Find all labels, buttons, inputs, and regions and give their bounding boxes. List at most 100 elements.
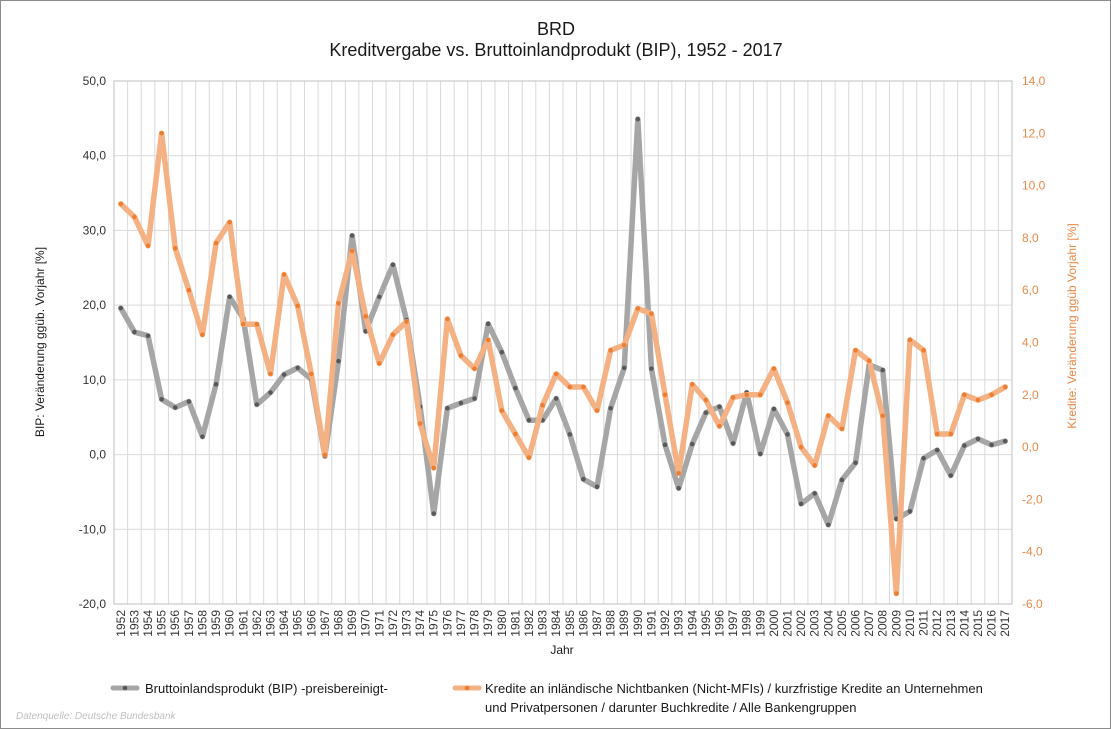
legend-item-kredit: Kredite an inländische Nichtbanken (Nich…	[452, 681, 983, 715]
data-point-kredit	[730, 395, 736, 400]
data-point-bip	[349, 233, 355, 238]
data-point-bip	[853, 460, 858, 466]
data-point-bip	[281, 372, 287, 377]
x-tick-label: 2016	[985, 610, 999, 637]
x-tick-label: 2007	[862, 610, 876, 637]
y-left-tick-label: 10,0	[83, 373, 107, 387]
data-point-kredit	[567, 384, 573, 390]
x-tick-label: 1982	[522, 610, 536, 637]
x-tick-label: 1958	[195, 610, 209, 637]
series	[118, 116, 1008, 597]
x-tick-label: 2015	[971, 610, 985, 637]
data-point-kredit	[295, 303, 300, 309]
y-right-tick-label: -2,0	[1022, 492, 1043, 506]
data-point-bip	[513, 385, 518, 391]
y-left-tick-label: 50,0	[83, 74, 107, 88]
legend-marker-bip	[122, 685, 128, 691]
data-point-kredit	[948, 431, 954, 437]
data-point-bip	[621, 365, 627, 371]
legend-marker-kredit	[464, 685, 470, 691]
legend: Bruttoinlandsprodukt (BIP) -preisbereini…	[110, 681, 983, 715]
y-right-tick-label: 14,0	[1022, 74, 1046, 88]
y-right-tick-label: 10,0	[1022, 179, 1046, 193]
x-tick-label: 1962	[250, 610, 264, 637]
x-tick-label: 1995	[699, 610, 713, 637]
x-tick-label: 1987	[590, 610, 604, 637]
chart-title: BRD	[537, 19, 575, 39]
data-point-kredit	[431, 465, 437, 471]
axes: 50,0 40,0 30,0 20,0 10,0 0,0 -10,0 -20,0 14,0 12,…	[79, 74, 1046, 637]
x-tick-label: 1969	[345, 610, 359, 637]
data-point-bip	[445, 405, 450, 411]
data-point-kredit	[853, 348, 858, 353]
y-axis-right-title: Kredite: Veränderung ggüb Vorjahr [%]	[1065, 223, 1079, 428]
x-tick-label: 1999	[753, 610, 767, 637]
data-point-bip	[499, 349, 505, 355]
data-point-bip	[186, 399, 192, 404]
data-point-bip	[295, 365, 300, 371]
data-point-bip	[213, 382, 219, 387]
data-point-bip	[132, 329, 137, 335]
y-left-tick-label: 30,0	[83, 223, 107, 237]
series-line-bip	[118, 116, 1008, 528]
x-tick-label: 1990	[631, 610, 645, 637]
data-point-bip	[662, 442, 668, 448]
data-point-kredit	[349, 248, 355, 254]
data-point-bip	[948, 473, 954, 478]
y-left-tick-label: -20,0	[79, 597, 107, 611]
data-point-kredit	[662, 392, 668, 398]
x-tick-label: 1980	[495, 610, 509, 637]
data-point-bip	[145, 333, 151, 339]
x-tick-label: 2014	[957, 610, 971, 637]
data-point-kredit	[771, 366, 777, 371]
data-point-kredit	[485, 337, 491, 343]
data-point-kredit	[281, 272, 287, 277]
chart-subtitle: Kreditvergabe vs. Bruttoinlandprodukt (B…	[329, 40, 782, 60]
x-tick-label: 1956	[168, 610, 182, 637]
x-tick-label: 1973	[400, 610, 414, 637]
y-right-tick-label: 8,0	[1022, 231, 1039, 245]
data-point-bip	[472, 396, 477, 401]
data-point-kredit	[390, 332, 396, 337]
data-point-bip	[254, 402, 260, 407]
data-point-bip	[962, 443, 967, 448]
y-right-tick-label: 12,0	[1022, 126, 1046, 140]
x-tick-label: 1959	[209, 610, 223, 637]
plot-area-border	[113, 80, 1013, 605]
data-point-bip	[268, 390, 273, 395]
data-point-kredit	[649, 311, 654, 317]
x-tick-label: 1994	[685, 610, 699, 637]
data-point-kredit	[866, 358, 872, 364]
data-point-bip	[894, 516, 899, 522]
data-point-kredit	[689, 382, 695, 387]
x-tick-label: 1974	[413, 610, 427, 637]
data-point-kredit	[676, 470, 681, 476]
data-point-kredit	[499, 408, 505, 413]
x-tick-label: 1971	[372, 610, 386, 637]
data-point-kredit	[989, 392, 994, 398]
x-tick-label: 2010	[903, 610, 917, 637]
data-point-kredit	[186, 287, 192, 293]
x-tick-label: 2004	[821, 610, 835, 637]
data-point-kredit	[839, 426, 845, 432]
y-axis-left-title: BIP: Veränderung ggüb. Vorjahr [%]	[33, 247, 47, 437]
y-right-tick-label: 2,0	[1022, 388, 1039, 402]
data-point-kredit	[608, 348, 613, 353]
data-point-bip	[635, 116, 641, 122]
data-point-bip	[703, 410, 709, 416]
data-point-kredit	[962, 392, 967, 398]
data-point-bip	[717, 404, 722, 410]
y-right-tick-label: 6,0	[1022, 283, 1039, 297]
x-tick-label: 2011	[917, 610, 931, 636]
data-point-bip	[676, 485, 681, 491]
data-point-bip	[1002, 438, 1008, 444]
data-point-kredit	[894, 591, 899, 596]
legend-label-bip: Bruttoinlandsprodukt (BIP) -preisbereini…	[145, 681, 388, 696]
x-tick-label: 1957	[182, 610, 196, 637]
x-tick-label: 2017	[998, 610, 1012, 637]
data-point-kredit	[826, 413, 831, 419]
x-tick-label: 1965	[291, 610, 305, 637]
data-point-bip	[907, 509, 913, 514]
data-point-bip	[757, 451, 763, 457]
